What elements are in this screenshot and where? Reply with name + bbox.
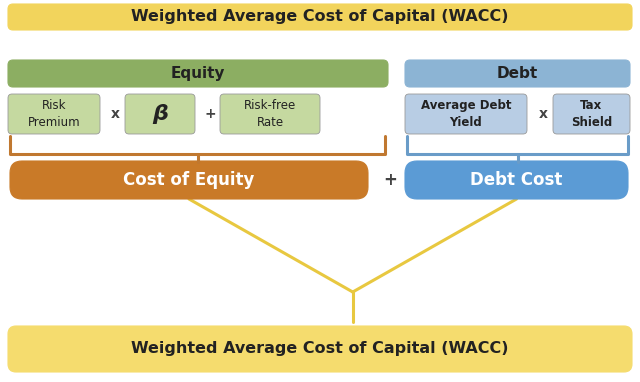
Text: +: +: [383, 171, 397, 189]
FancyBboxPatch shape: [8, 4, 632, 30]
Text: Tax
Shield: Tax Shield: [571, 99, 612, 129]
FancyBboxPatch shape: [405, 161, 628, 199]
FancyBboxPatch shape: [125, 94, 195, 134]
FancyBboxPatch shape: [8, 94, 100, 134]
Text: x: x: [538, 107, 547, 121]
Text: β: β: [152, 104, 168, 124]
FancyBboxPatch shape: [10, 161, 368, 199]
FancyBboxPatch shape: [405, 94, 527, 134]
FancyBboxPatch shape: [8, 326, 632, 372]
FancyBboxPatch shape: [220, 94, 320, 134]
Text: Debt Cost: Debt Cost: [470, 171, 563, 189]
Text: Average Debt
Yield: Average Debt Yield: [420, 99, 511, 129]
Text: Weighted Average Cost of Capital (WACC): Weighted Average Cost of Capital (WACC): [131, 342, 509, 356]
Text: x: x: [111, 107, 120, 121]
Text: Weighted Average Cost of Capital (WACC): Weighted Average Cost of Capital (WACC): [131, 10, 509, 24]
FancyBboxPatch shape: [553, 94, 630, 134]
Text: Debt: Debt: [497, 66, 538, 81]
Text: Cost of Equity: Cost of Equity: [124, 171, 255, 189]
Text: Risk
Premium: Risk Premium: [28, 99, 80, 129]
Text: +: +: [204, 107, 216, 121]
Text: Equity: Equity: [171, 66, 225, 81]
FancyBboxPatch shape: [8, 60, 388, 87]
FancyBboxPatch shape: [405, 60, 630, 87]
Text: Risk-free
Rate: Risk-free Rate: [244, 99, 296, 129]
